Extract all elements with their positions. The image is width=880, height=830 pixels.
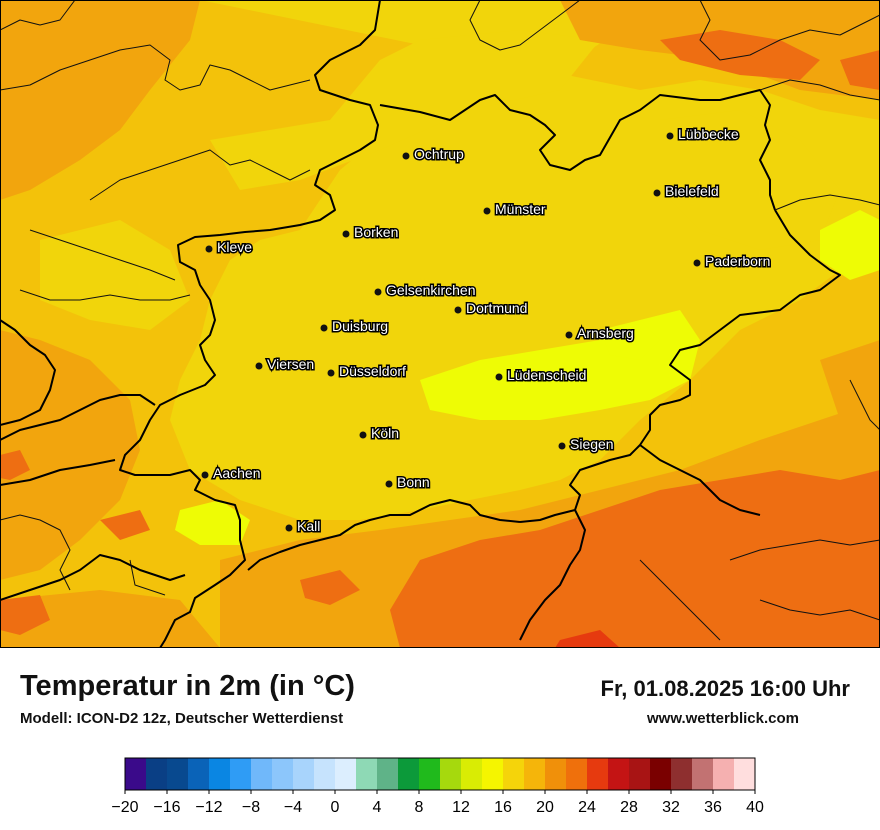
city-luedenscheid: Lüdenscheid	[495, 366, 588, 385]
legend-tick-labels: −20 −16 −12 −8 −4 0 4 8 12 16 20 24 28 32 36 40	[111, 790, 764, 816]
legend-swatch	[419, 758, 441, 790]
legend-swatch	[587, 758, 609, 790]
city-aachen: Aachen	[201, 464, 262, 483]
svg-text:Düsseldorf: Düsseldorf	[339, 363, 406, 379]
legend-tick-label: 12	[452, 799, 470, 816]
legend-swatch	[566, 758, 588, 790]
legend-tick-label: −8	[242, 799, 260, 816]
legend-tick-label: 28	[620, 799, 638, 816]
svg-text:Köln: Köln	[371, 425, 399, 441]
city-ochtrup: Ochtrup	[402, 145, 466, 164]
legend-swatch	[251, 758, 273, 790]
legend-frame	[124, 757, 756, 791]
svg-text:Kall: Kall	[297, 518, 320, 534]
legend-swatch	[503, 758, 525, 790]
legend-swatch	[671, 758, 693, 790]
legend-tick-label: 20	[536, 799, 554, 816]
color-legend: −20 −16 −12 −8 −4 0 4 8 12 16 20 24 28 32 36 40	[111, 757, 764, 816]
legend-swatch	[209, 758, 231, 790]
legend-swatch	[272, 758, 294, 790]
svg-text:Arnsberg: Arnsberg	[577, 325, 634, 341]
legend-tick-label: 40	[746, 799, 764, 816]
city-muenster: Münster	[483, 200, 547, 219]
legend-tick-label: −12	[195, 799, 222, 816]
city-paderborn: Paderborn	[693, 252, 772, 271]
map-title: Temperatur in 2m (in °C)	[20, 670, 355, 702]
city-markers: Ochtrup Lübbecke Bielefeld Münster Borke…	[201, 125, 772, 536]
model-subtitle: Modell: ICON-D2 12z, Deutscher Wetterdie…	[20, 710, 344, 727]
svg-text:Bielefeld: Bielefeld	[665, 183, 719, 199]
legend-swatch	[398, 758, 420, 790]
legend-swatch	[524, 758, 546, 790]
temperature-map: Ochtrup Lübbecke Bielefeld Münster Borke…	[0, 0, 880, 648]
svg-text:Paderborn: Paderborn	[705, 253, 770, 269]
legend-swatch	[461, 758, 483, 790]
svg-text:Aachen: Aachen	[213, 465, 260, 481]
city-kleve: Kleve	[205, 238, 254, 257]
svg-text:Bonn: Bonn	[397, 474, 430, 490]
legend-tick-label: 36	[704, 799, 722, 816]
city-bonn: Bonn	[385, 473, 431, 492]
state-borders	[0, 0, 841, 648]
legend-swatch	[230, 758, 252, 790]
legend-swatch	[713, 758, 735, 790]
svg-text:Kleve: Kleve	[217, 239, 252, 255]
svg-text:Gelsenkirchen: Gelsenkirchen	[386, 282, 476, 298]
website-label: www.wetterblick.com	[647, 710, 799, 727]
temperature-field-26-28	[555, 630, 620, 648]
legend-swatch	[293, 758, 315, 790]
legend-swatch	[356, 758, 378, 790]
city-kall: Kall	[285, 517, 322, 536]
legend-swatches	[125, 758, 756, 790]
city-arnsberg: Arnsberg	[565, 324, 635, 343]
temperature-field-18-20	[175, 210, 880, 545]
city-bielefeld: Bielefeld	[653, 182, 720, 201]
legend-tick-label: −20	[111, 799, 138, 816]
legend-swatch	[482, 758, 504, 790]
legend-swatch	[314, 758, 336, 790]
legend-swatch	[545, 758, 567, 790]
svg-text:Siegen: Siegen	[570, 436, 614, 452]
city-siegen: Siegen	[558, 435, 615, 454]
legend-swatch	[734, 758, 756, 790]
legend-swatch	[167, 758, 189, 790]
legend-swatch	[692, 758, 714, 790]
city-gelsenkirchen: Gelsenkirchen	[374, 281, 477, 300]
city-borken: Borken	[342, 223, 400, 242]
legend-tick-label: 24	[578, 799, 596, 816]
legend-tick-label: 8	[415, 799, 424, 816]
city-luebbecke: Lübbecke	[666, 125, 740, 144]
svg-text:Borken: Borken	[354, 224, 398, 240]
city-koeln: Köln	[359, 424, 401, 443]
svg-text:Münster: Münster	[495, 201, 546, 217]
svg-text:Viersen: Viersen	[267, 356, 314, 372]
svg-text:Duisburg: Duisburg	[332, 318, 388, 334]
legend-swatch	[146, 758, 168, 790]
legend-swatch	[629, 758, 651, 790]
legend-tick-label: −4	[284, 799, 302, 816]
city-dortmund: Dortmund	[454, 299, 529, 318]
legend-swatch	[440, 758, 462, 790]
city-duisburg: Duisburg	[320, 317, 390, 336]
city-duesseldorf: Düsseldorf	[327, 362, 408, 381]
legend-tick-label: 0	[331, 799, 340, 816]
svg-text:Lüdenscheid: Lüdenscheid	[507, 367, 586, 383]
svg-text:Dortmund: Dortmund	[466, 300, 527, 316]
legend-swatch	[125, 758, 147, 790]
region-borders	[0, 0, 880, 641]
legend-swatch	[335, 758, 357, 790]
legend-tick-label: −16	[153, 799, 180, 816]
legend-swatch	[650, 758, 672, 790]
svg-text:Lübbecke: Lübbecke	[678, 126, 739, 142]
legend-swatch	[608, 758, 630, 790]
legend-swatch	[188, 758, 210, 790]
legend-tick-label: 4	[373, 799, 382, 816]
legend-tick-label: 32	[662, 799, 680, 816]
svg-text:Ochtrup: Ochtrup	[414, 146, 464, 162]
city-viersen: Viersen	[255, 355, 316, 374]
legend-swatch	[377, 758, 399, 790]
legend-tick-label: 16	[494, 799, 512, 816]
forecast-datetime: Fr, 01.08.2025 16:00 Uhr	[600, 676, 851, 701]
